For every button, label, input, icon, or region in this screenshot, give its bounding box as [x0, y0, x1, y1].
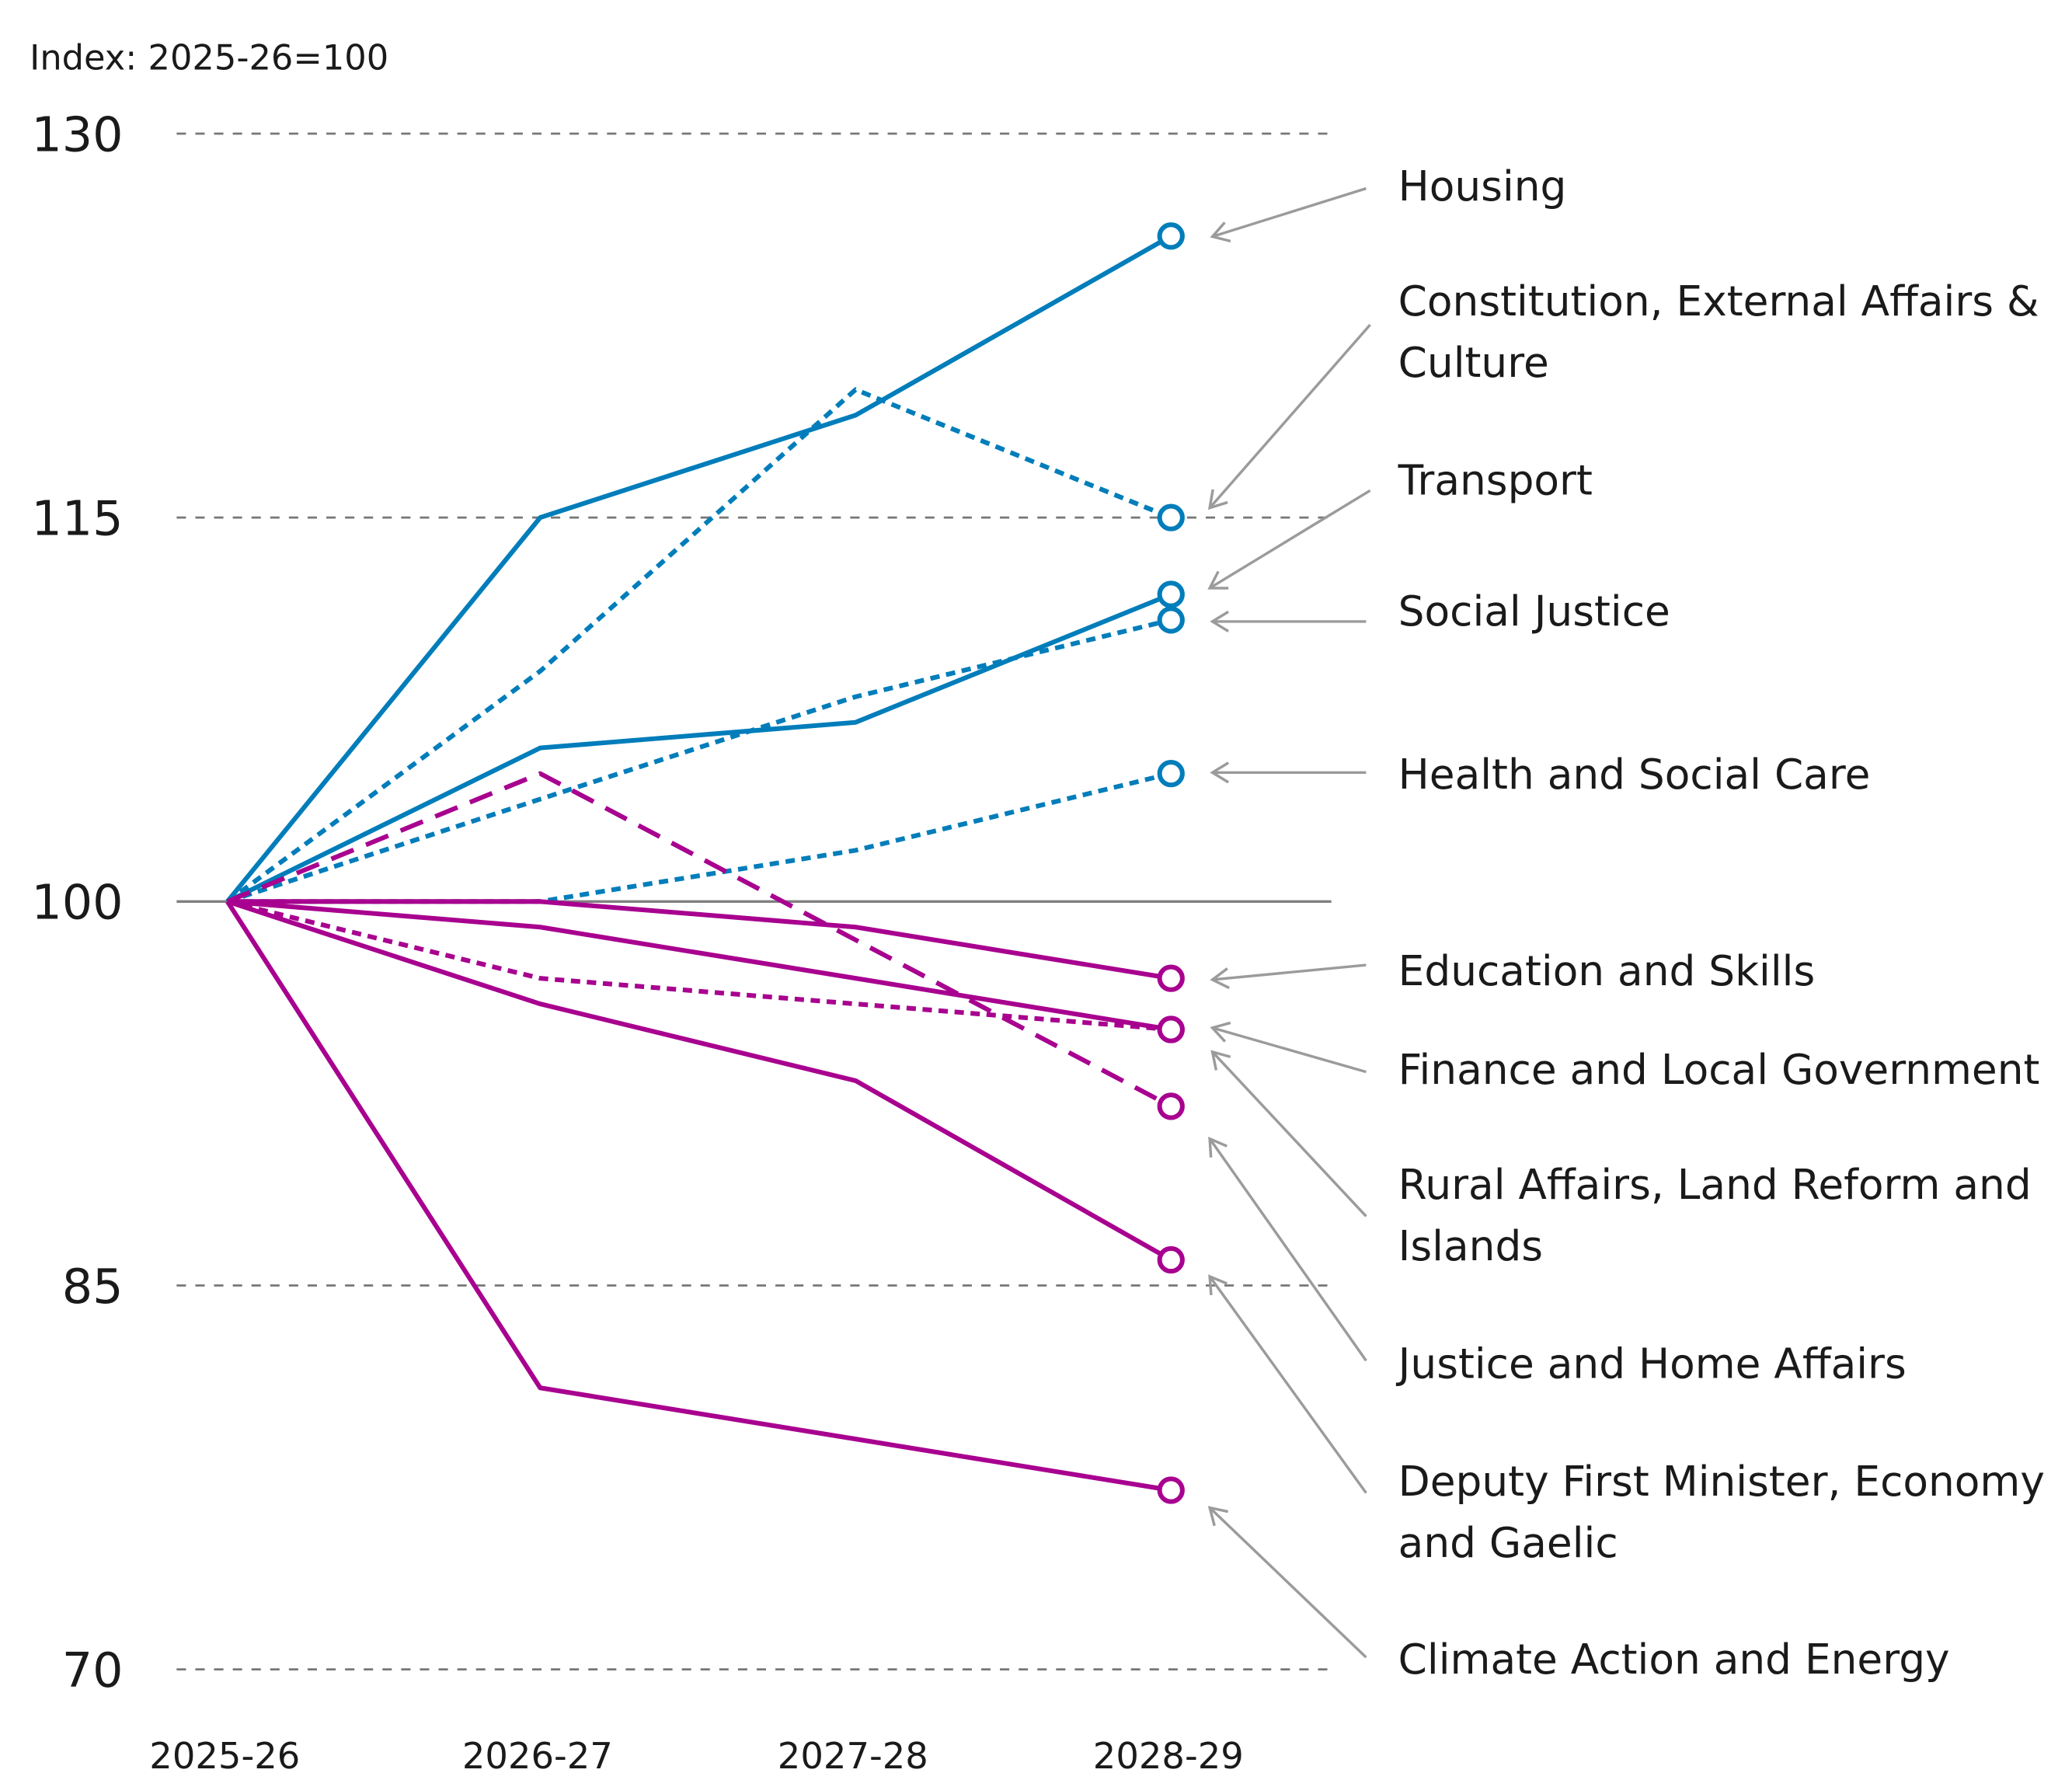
series-label-line: Education and Skills: [1398, 947, 1816, 995]
arrow-head-icon: [1208, 1274, 1228, 1296]
arrow-line: [1212, 963, 1367, 981]
series-line: [227, 899, 1172, 1033]
series-label-line: Rural Affairs, Land Reform and: [1398, 1161, 2032, 1209]
arrow-head-icon: [1210, 1050, 1231, 1071]
grid: [176, 132, 1332, 1670]
series-label: Rural Affairs, Land Reform and Islands: [1398, 1161, 2032, 1270]
arrow-line: [1208, 1507, 1367, 1659]
y-tick-label: 70: [62, 1642, 124, 1698]
y-ticks: 70 85 100 115 130: [31, 106, 123, 1698]
arrow-line: [1212, 1026, 1367, 1074]
arrow-head-icon: [1210, 610, 1230, 632]
arrow-line: [1209, 489, 1371, 590]
series-deputy-first-minister-economy-and-gaelic: [226, 899, 1185, 1274]
end-marker: [1157, 222, 1185, 250]
end-marker: [1157, 1476, 1185, 1504]
series-label-line: Social Justice: [1398, 587, 1670, 636]
series-label: Deputy First Minister, Economy and Gaelic: [1398, 1458, 2045, 1567]
arrow-head-icon: [1210, 1021, 1231, 1043]
series-label: Justice and Home Affairs: [1396, 1340, 1907, 1388]
series-label-line: Constitution, External Affairs &: [1398, 277, 2039, 326]
series-line: [227, 899, 1172, 1033]
arrow-line: [1208, 323, 1371, 509]
end-marker: [1157, 759, 1185, 788]
series-label-line: Climate Action and Energy: [1398, 1635, 1950, 1684]
arrow-line: [1208, 1137, 1367, 1362]
arrow-line: [1208, 1275, 1367, 1494]
series-housing: [225, 222, 1185, 904]
series-climate-action-and-energy: [225, 900, 1185, 1504]
end-marker: [1157, 1245, 1185, 1274]
series-rural-affairs-land-reform-and-islands: [227, 899, 1185, 1043]
series-label-line: Transport: [1398, 456, 1593, 504]
y-axis-label: Index: 2025-26=100: [30, 37, 388, 78]
y-tick-label: 100: [31, 875, 123, 931]
series-line: [225, 900, 1172, 1493]
series-label: Climate Action and Energy: [1398, 1635, 1950, 1684]
arrow-head-icon: [1210, 221, 1231, 243]
series-line: [226, 618, 1172, 904]
series-line: [227, 899, 1172, 981]
series-label: Social Justice: [1398, 587, 1670, 636]
series-social-justice: [226, 606, 1185, 904]
arrow-head-icon: [1207, 570, 1229, 590]
series-line: [226, 771, 1172, 1109]
arrow-head-icon: [1207, 489, 1228, 510]
series-education-and-skills: [227, 899, 1185, 992]
x-tick-label: 2026-27: [462, 1735, 613, 1777]
arrow-head-icon: [1210, 761, 1230, 784]
series-label-line: Health and Social Care: [1398, 751, 1871, 799]
series-line: [225, 387, 1172, 904]
series-label-line: Justice and Home Affairs: [1396, 1340, 1907, 1388]
series-label: Education and Skills: [1398, 947, 1816, 995]
y-tick-label: 130: [31, 106, 123, 162]
series-label: Health and Social Care: [1398, 751, 1871, 799]
series-lines: [225, 222, 1185, 1504]
end-marker: [1157, 580, 1185, 608]
series-label-line: Deputy First Minister, Economy: [1398, 1458, 2045, 1506]
end-marker: [1157, 1092, 1185, 1120]
series-label: Transport: [1398, 456, 1593, 504]
x-tick-label: 2027-28: [778, 1735, 928, 1777]
arrow-head-icon: [1207, 1506, 1229, 1527]
series-label-line: and Gaelic: [1398, 1519, 1618, 1567]
arrow-head-icon: [1208, 1136, 1228, 1158]
arrow-head-icon: [1210, 967, 1230, 990]
series-justice-and-home-affairs: [226, 771, 1185, 1120]
series-line: [226, 899, 1172, 1263]
series-label-line: Culture: [1398, 339, 1549, 387]
series-constitution-external-affairs-culture: [225, 387, 1185, 904]
y-tick-label: 115: [31, 491, 123, 547]
y-tick-label: 85: [62, 1259, 124, 1315]
end-marker: [1157, 1015, 1185, 1043]
end-marker: [1157, 606, 1185, 634]
series-line: [227, 771, 1172, 904]
end-marker: [1157, 503, 1185, 531]
x-tick-label: 2028-29: [1093, 1735, 1244, 1777]
x-ticks: 2025-26 2026-27 2027-28 2028-29: [149, 1735, 1244, 1777]
series-health-and-social-care: [227, 759, 1185, 904]
series-label: Finance and Local Government: [1398, 1046, 2040, 1094]
arrow-line: [1211, 1050, 1367, 1217]
series-line: [225, 234, 1172, 904]
series-label-line: Islands: [1398, 1222, 1543, 1270]
series-label-line: Housing: [1398, 162, 1567, 211]
end-marker: [1157, 964, 1185, 992]
series-label-line: Finance and Local Government: [1398, 1046, 2040, 1094]
arrow-line: [1212, 186, 1367, 239]
series-label: Housing: [1398, 162, 1567, 211]
series-label: Constitution, External Affairs & Culture: [1398, 277, 2039, 387]
x-tick-label: 2025-26: [149, 1735, 300, 1777]
